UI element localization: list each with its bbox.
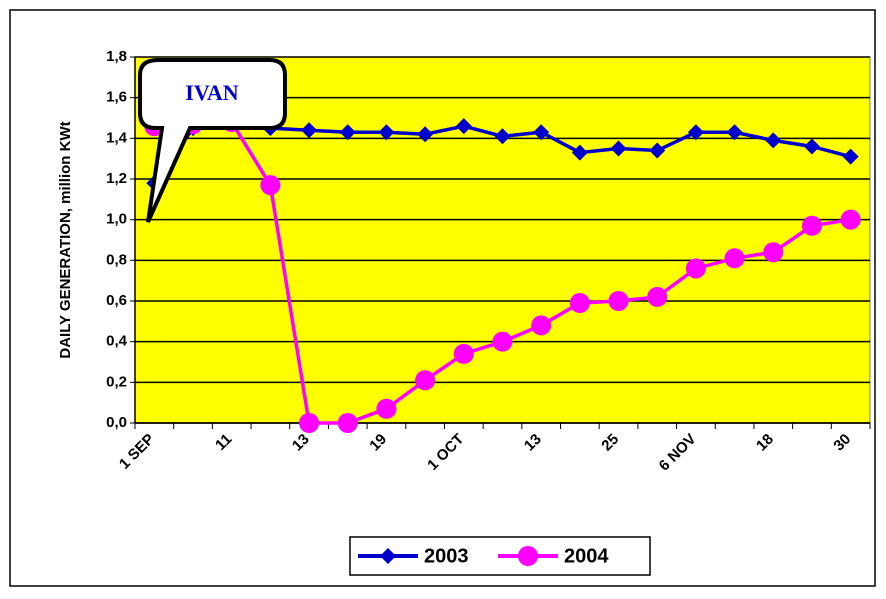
- point: [380, 548, 396, 564]
- point: [647, 286, 668, 307]
- point: [687, 124, 704, 141]
- point: [610, 140, 627, 157]
- y-tick-label: 1,8: [106, 48, 127, 65]
- y-tick-label: 1,6: [106, 89, 127, 106]
- point: [455, 118, 472, 135]
- y-tick-label: 0,2: [106, 373, 127, 390]
- point: [494, 128, 511, 145]
- point: [378, 124, 395, 141]
- y-tick-label: 0,4: [106, 333, 128, 350]
- point: [301, 122, 318, 139]
- point: [518, 546, 538, 566]
- y-tick-label: 0,0: [106, 414, 127, 431]
- annotation: IVAN: [185, 80, 239, 105]
- y-tick-label: 1,0: [106, 211, 127, 228]
- point: [453, 343, 474, 364]
- point: [339, 124, 356, 141]
- point: [417, 126, 434, 143]
- y-tick-label: 0,8: [106, 251, 127, 268]
- y-tick-label: 1,4: [106, 129, 128, 146]
- point: [415, 370, 436, 391]
- point: [842, 148, 859, 165]
- point: [763, 242, 784, 263]
- point: [533, 124, 550, 141]
- point: [726, 124, 743, 141]
- legend-label: 2004: [564, 545, 609, 567]
- point: [492, 331, 513, 352]
- point: [685, 258, 706, 279]
- point: [608, 291, 629, 311]
- point: [649, 142, 666, 159]
- legend-label: 2003: [424, 545, 469, 567]
- point: [765, 132, 782, 149]
- point: [569, 293, 590, 314]
- point: [803, 138, 820, 155]
- point: [801, 215, 822, 236]
- y-tick-label: 0,6: [106, 292, 127, 309]
- y-axis-label: DAILY GENERATION, million KWt: [57, 121, 74, 358]
- point: [260, 175, 281, 196]
- y-tick-label: 1,2: [106, 170, 127, 187]
- point: [840, 209, 861, 230]
- callout: [138, 58, 287, 223]
- point: [376, 398, 397, 419]
- point: [299, 413, 320, 433]
- point: [724, 248, 745, 269]
- point: [531, 315, 552, 336]
- point: [337, 413, 358, 433]
- point: [571, 144, 588, 161]
